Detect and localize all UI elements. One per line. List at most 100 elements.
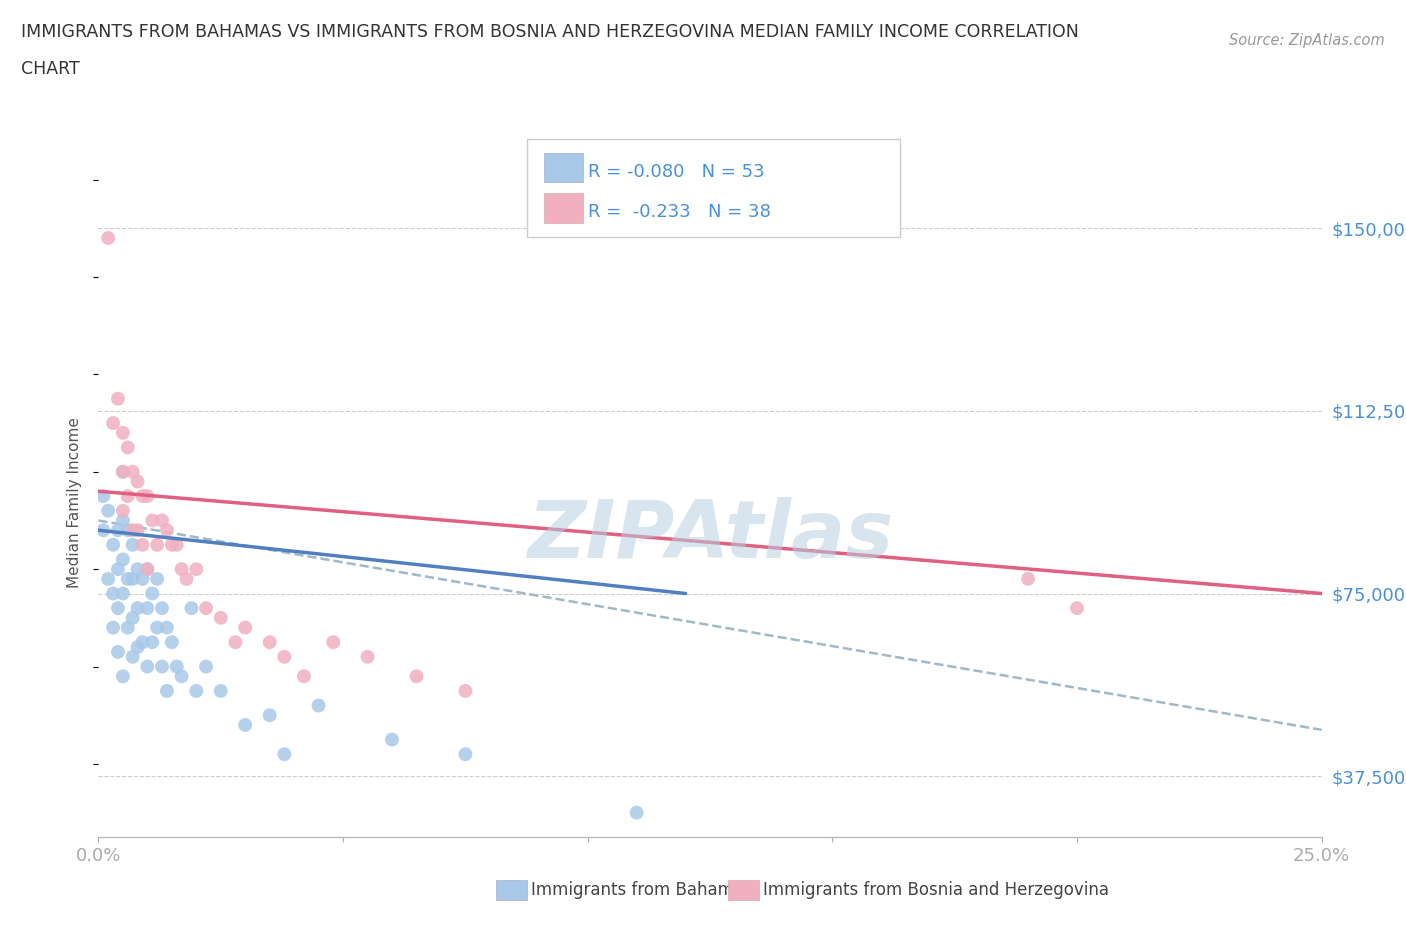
Text: ZIPAtlas: ZIPAtlas [527, 497, 893, 575]
Point [273, 649, 295, 664]
Point [131, 635, 153, 650]
Point [209, 610, 232, 625]
Point [626, 805, 648, 820]
Point [150, 513, 173, 528]
Point [121, 610, 143, 625]
Point [111, 464, 134, 479]
Point [127, 640, 149, 655]
Point [131, 571, 153, 586]
Point [131, 488, 153, 503]
Point [136, 601, 159, 616]
Point [111, 552, 134, 567]
Point [160, 635, 183, 650]
Point [141, 586, 163, 601]
Point [121, 571, 143, 586]
Point [111, 513, 134, 528]
Point [1017, 571, 1039, 586]
Point [131, 538, 153, 552]
Point [107, 601, 129, 616]
Point [233, 620, 256, 635]
Point [91, 523, 114, 538]
Point [127, 474, 149, 489]
Point [405, 669, 427, 684]
Point [97, 571, 120, 586]
Point [111, 669, 134, 684]
Point [292, 669, 315, 684]
Point [107, 523, 129, 538]
Point [101, 586, 124, 601]
Point [141, 513, 163, 528]
Point [209, 684, 232, 698]
Text: Immigrants from Bahamas: Immigrants from Bahamas [531, 881, 754, 899]
Point [136, 488, 159, 503]
Point [146, 620, 169, 635]
Point [308, 698, 330, 713]
Point [156, 684, 179, 698]
Point [146, 571, 169, 586]
Text: Immigrants from Bosnia and Herzegovina: Immigrants from Bosnia and Herzegovina [763, 881, 1109, 899]
Point [127, 601, 149, 616]
Point [101, 620, 124, 635]
Point [136, 562, 159, 577]
Point [117, 571, 139, 586]
Point [107, 644, 129, 659]
Point [127, 523, 149, 538]
Point [259, 635, 281, 650]
Point [454, 684, 477, 698]
Point [166, 538, 188, 552]
Point [121, 523, 143, 538]
Y-axis label: Median Family Income: Median Family Income [67, 417, 83, 588]
Point [170, 562, 193, 577]
Point [273, 747, 295, 762]
Point [224, 635, 246, 650]
Point [136, 659, 159, 674]
Point [150, 659, 173, 674]
Point [1066, 601, 1088, 616]
Point [107, 392, 129, 406]
Point [121, 464, 143, 479]
Point [176, 571, 198, 586]
Point [111, 503, 134, 518]
Point [121, 538, 143, 552]
Point [97, 503, 120, 518]
Point [259, 708, 281, 723]
Point [101, 538, 124, 552]
Point [170, 669, 193, 684]
Point [454, 747, 477, 762]
Point [107, 562, 129, 577]
Point [356, 649, 378, 664]
Text: R = -0.080   N = 53: R = -0.080 N = 53 [588, 163, 765, 180]
Point [160, 538, 183, 552]
Text: CHART: CHART [21, 60, 80, 78]
Text: R =  -0.233   N = 38: R = -0.233 N = 38 [588, 203, 770, 220]
Point [156, 620, 179, 635]
Point [111, 464, 134, 479]
Point [117, 620, 139, 635]
Point [101, 416, 124, 431]
Point [150, 601, 173, 616]
Point [117, 440, 139, 455]
Point [233, 718, 256, 733]
Point [195, 601, 218, 616]
Point [121, 649, 143, 664]
Point [381, 732, 404, 747]
Point [322, 635, 344, 650]
Point [127, 562, 149, 577]
Point [195, 659, 218, 674]
Point [146, 538, 169, 552]
Point [156, 523, 179, 538]
Point [111, 586, 134, 601]
Point [166, 659, 188, 674]
Text: Source: ZipAtlas.com: Source: ZipAtlas.com [1229, 33, 1385, 47]
Point [136, 562, 159, 577]
Point [141, 635, 163, 650]
Point [97, 231, 120, 246]
Point [186, 684, 208, 698]
Text: IMMIGRANTS FROM BAHAMAS VS IMMIGRANTS FROM BOSNIA AND HERZEGOVINA MEDIAN FAMILY : IMMIGRANTS FROM BAHAMAS VS IMMIGRANTS FR… [21, 23, 1078, 41]
Point [180, 601, 202, 616]
Point [117, 523, 139, 538]
Point [186, 562, 208, 577]
Point [91, 488, 114, 503]
Point [111, 425, 134, 440]
Point [117, 488, 139, 503]
